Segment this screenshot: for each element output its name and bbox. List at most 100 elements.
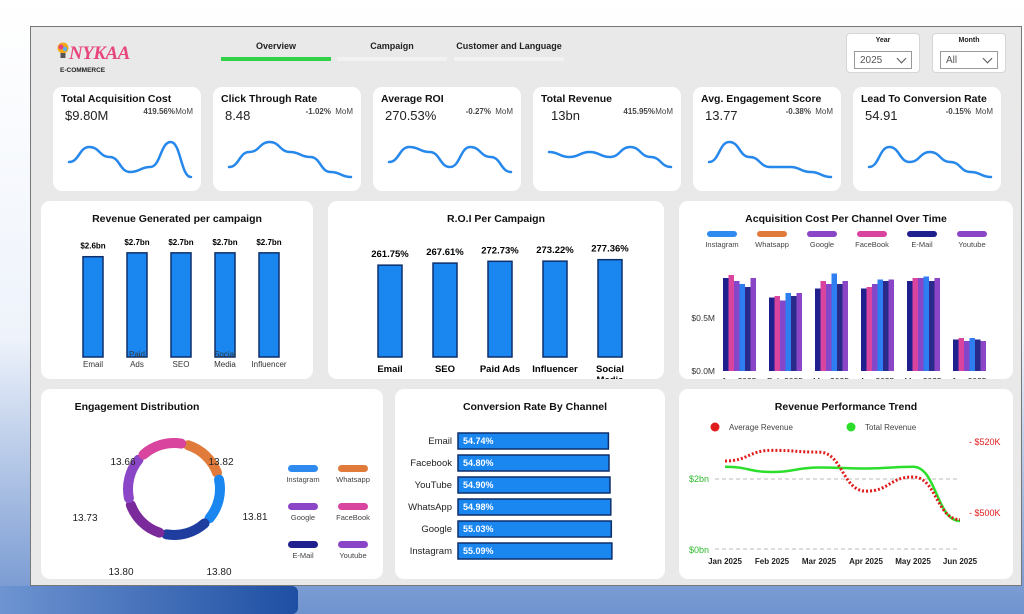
roi-category-label: Email [377,364,402,375]
engagement-donut-chart: 13.82 13.81 13.80 13.80 13.73 13.66 Instagram W… [72,438,370,578]
chart-title: Revenue Performance Trend [774,401,918,413]
revenue-bar-label: $2.7bn [256,238,281,247]
acquisition-bar [918,278,924,371]
kpi-card-lead-conversion-rate[interactable]: Lead To Conversion Rate 54.91 -0.15% MoM [853,87,1001,191]
kpi-card-click-through-rate[interactable]: Click Through Rate 8.48 -1.02% MoM [213,87,361,191]
kpi-sparkline [227,140,353,179]
revenue-trend-chart: Average Revenue Total Revenue $2bn $0bn - $5… [689,422,1001,566]
sparkline-path [547,145,673,169]
sparkline-path [867,145,993,179]
conversion-bar [457,520,613,538]
right-tick-label: - $520K [969,437,1001,447]
acquisition-bar [861,288,867,371]
conversion-bar-chart: Email 54.74% Facebook 54.80% YouTube 54.90% Wh… [408,432,613,560]
legend-label: Google [291,513,315,522]
tab-overview[interactable]: Overview [221,41,331,61]
left-tick-label: $2bn [689,474,709,484]
kpi-change-label: MoM [815,107,833,116]
year-filter[interactable]: Year 2025 [846,33,920,73]
kpi-change: -1.02% [305,107,331,116]
donut-slice [183,440,223,478]
acquisition-bar [774,296,780,371]
acquisition-bar [745,287,751,371]
revenue-bar [214,252,236,358]
kpi-title: Click Through Rate [221,93,318,105]
legend-swatch [907,231,937,237]
x-tick-label: Jan 2025 [722,376,757,379]
conversion-rate-card[interactable]: Conversion Rate By Channel Email 54.74% Fa… [395,389,665,579]
year-label: Year [875,37,891,44]
roi-bar [377,264,403,358]
acquisition-bar [831,273,837,371]
engagement-distribution-card[interactable]: Engagement Distribution 13.82 13.81 13.80 1… [41,389,383,579]
conversion-category-label: Facebook [410,458,452,469]
kpi-sparkline [67,140,193,179]
acquisition-bar [734,281,740,371]
acquisition-bar [969,338,975,371]
revenue-bar [126,252,148,358]
kpi-change: 419.56% [143,107,175,116]
kpi-card-average-roi[interactable]: Average ROI 270.53% -0.27% MoM [373,87,521,191]
revenue-bar-label: $2.6bn [80,242,105,251]
left-tick-label: $0bn [689,545,709,555]
kpi-card-acquisition-cost[interactable]: Total Acquisition Cost $9.80M 419.56% Mo… [53,87,201,191]
acquisition-bar [975,339,981,371]
year-value: 2025 [860,55,883,66]
acquisition-bar [815,288,821,371]
roi-bar [432,262,458,358]
kpi-card-engagement-score[interactable]: Avg. Engagement Score 13.77 -0.38% MoM [693,87,841,191]
conversion-bar-label: 54.98% [463,502,494,512]
donut-slice-label: 13.73 [72,513,97,524]
donut-slice [204,474,225,524]
legend-marker [846,422,856,432]
donut-slice-label: 13.80 [108,567,133,578]
conversion-category-label: YouTube [415,480,452,491]
revenue-category-label: Media [214,360,236,369]
revenue-bar [170,252,192,358]
legend-label: FaceBook [855,240,889,249]
kpi-value: 13.77 [705,108,738,123]
roi-per-campaign-card[interactable]: R.O.I Per Campaign 261.75% Email 267.61% SE… [328,201,664,379]
month-select[interactable]: All [940,51,998,69]
acquisition-bar [837,284,843,371]
legend-label: Instagram [705,240,738,249]
acquisition-bar [796,293,802,371]
roi-bar [597,258,623,358]
y-tick-label: $0.5M [691,313,715,323]
legend-label: E-Mail [292,551,314,560]
roi-category-label: SEO [435,364,455,375]
average-revenue-line [724,448,961,522]
logo-text: NYKAA [69,43,130,64]
revenue-category-label: SEO [173,360,190,369]
legend-swatch [857,231,887,237]
acquisition-bar [934,278,940,371]
acquisition-cost-card[interactable]: Acquisition Cost Per Channel Over Time I… [679,201,1013,379]
acquisition-bar [750,278,756,371]
kpi-card-total-revenue[interactable]: Total Revenue 13bn 415.95% MoM [533,87,681,191]
acquisition-bar [953,339,959,371]
acquisition-bar [791,296,797,371]
revenue-trend-card[interactable]: Revenue Performance Trend Average Revenu… [679,389,1013,579]
month-filter[interactable]: Month All [932,33,1006,73]
kpi-sparkline [707,140,833,179]
legend-label: E-Mail [911,240,933,249]
revenue-per-campaign-card[interactable]: Revenue Generated per campaign $2.6bn Ema… [41,201,313,379]
roi-bar-label: 272.73% [481,245,519,256]
chart-title: Conversion Rate By Channel [462,401,608,413]
conversion-category-label: Instagram [410,546,452,557]
right-tick-label: - $500K [969,508,1001,518]
tab-label: Campaign [370,41,414,51]
bulb-icon [57,42,69,58]
acquisition-bar [980,341,986,371]
kpi-change-label: MoM [975,107,993,116]
y-tick-label: $0.0M [691,366,715,376]
tab-campaign[interactable]: Campaign [337,41,447,61]
roi-bar-label: 267.61% [426,247,464,258]
x-tick-label: Apr 2025 [860,376,895,379]
tab-customer-and-language[interactable]: Customer and Language [454,41,564,61]
year-select[interactable]: 2025 [854,51,912,69]
logo-subtitle: E-COMMERCE [60,67,106,74]
chevron-down-icon [896,53,907,64]
legend-swatch [288,503,318,510]
acquisition-bar [820,281,826,371]
